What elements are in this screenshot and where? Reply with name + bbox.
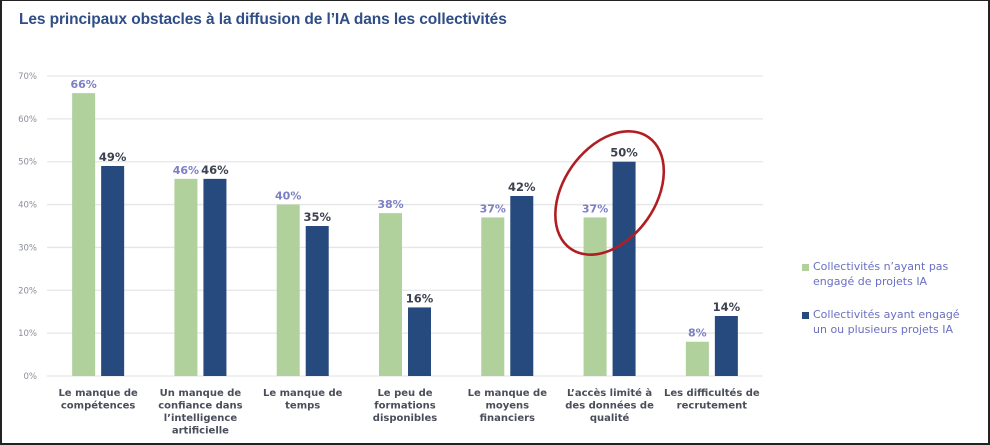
bar-with-ia-project <box>408 307 431 376</box>
value-label: 35% <box>303 210 331 224</box>
y-tick-label: 50% <box>18 158 37 168</box>
x-tick-label-line: des données de <box>565 400 654 412</box>
bar-no-ia-project <box>481 217 505 376</box>
value-labels: 66%49%46% 46%40%35%38%16%37%42%37%50%8%14… <box>70 78 740 340</box>
x-tick-label: L’accès limité à des données de qualité <box>565 387 654 424</box>
value-label: 46% <box>201 163 229 177</box>
bar-no-ia-project <box>276 204 300 376</box>
y-tick-label: 10% <box>18 329 37 339</box>
x-tick-label-line: moyens <box>485 401 529 412</box>
x-tick-label-line: qualité <box>590 412 630 424</box>
y-axis-ticks: 0% 10% 20% 30% 40% 50% 60% 70% <box>18 72 37 382</box>
value-label: 37% <box>582 202 608 215</box>
bar-no-ia-project <box>174 178 198 376</box>
value-label: 40% <box>275 190 301 203</box>
x-tick-label-line: confiance dans <box>158 401 242 412</box>
x-tick-label: Les difficultés de recrutement <box>664 387 760 412</box>
value-label: 46% <box>173 164 199 177</box>
x-tick-label-line: temps <box>285 401 320 412</box>
y-tick-label: 30% <box>18 243 37 253</box>
y-tick-label: 70% <box>18 72 37 82</box>
x-tick-label: Un manque de confiance dans l’intelligence… <box>158 388 242 437</box>
bars <box>72 93 738 377</box>
y-tick-label: 20% <box>18 286 37 296</box>
legend-swatch <box>802 264 809 271</box>
annotations <box>554 130 666 256</box>
value-label: 8% <box>688 327 707 340</box>
x-tick-label-line: recrutement <box>677 401 748 412</box>
y-tick-label: 40% <box>18 201 37 211</box>
legend-label: Collectivités n’ayant pas engagé de proje… <box>813 260 949 288</box>
x-tick-label-line: Les difficultés de <box>664 387 760 399</box>
value-label: 66% <box>70 78 96 91</box>
value-label: 16% <box>406 291 434 305</box>
x-tick-label-line: Un manque de <box>160 388 242 399</box>
legend-swatch <box>802 312 809 319</box>
value-label: 49% <box>99 150 127 164</box>
x-tick-label: Le manque de compétences <box>58 388 138 412</box>
bar-with-ia-project <box>101 166 125 376</box>
bar-with-ia-project <box>612 161 636 376</box>
legend: Collectivités n’ayant pas engagé de proje… <box>802 259 982 355</box>
x-tick-label: Le manque de moyens financiers <box>468 388 548 424</box>
x-tick-label-line: Le peu de <box>377 388 432 399</box>
x-tick-label-line: l’intelligence <box>164 413 238 424</box>
y-tick-label: 60% <box>18 115 37 125</box>
x-tick-label-line: Le manque de <box>263 388 343 399</box>
legend-label: Collectivités ayant engagé un ou plusieur… <box>813 308 960 336</box>
x-tick-label: Le manque de temps <box>263 388 343 412</box>
value-label: 50% <box>610 146 638 160</box>
x-tick-label-line: compétences <box>61 400 136 412</box>
value-label: 38% <box>377 198 403 211</box>
x-tick-label-line: artificielle <box>172 426 229 437</box>
bar-no-ia-project <box>583 217 607 376</box>
legend-item: Collectivités n’ayant pas engagé de proje… <box>802 259 982 289</box>
highlight-ellipse <box>554 130 666 256</box>
chart-title: Les principaux obstacles à la diffusion … <box>19 11 507 28</box>
bar-with-ia-project <box>714 316 738 376</box>
legend-item: Collectivités ayant engagé un ou plusieur… <box>802 307 982 337</box>
x-tick-label-line: L’accès limité à <box>567 387 652 399</box>
bar-with-ia-project <box>203 178 227 376</box>
bar-with-ia-project <box>510 196 534 376</box>
bar-no-ia-project <box>685 341 709 376</box>
value-label: 42% <box>508 180 536 194</box>
bar-with-ia-project <box>305 226 329 376</box>
value-label: 37% <box>480 202 506 215</box>
y-tick-label: 0% <box>24 372 38 382</box>
x-tick-label-line: Le manque de <box>468 388 548 399</box>
x-tick-label: Le peu de formations disponibles <box>373 388 437 424</box>
x-tick-label-line: formations <box>374 401 436 412</box>
x-tick-label-line: Le manque de <box>58 388 138 399</box>
x-tick-label-line: financiers <box>480 413 535 424</box>
bar-no-ia-project <box>72 93 96 377</box>
value-label: 14% <box>713 300 741 314</box>
bar-no-ia-project <box>379 213 402 376</box>
gridlines <box>47 75 763 377</box>
x-tick-label-line: disponibles <box>373 413 437 424</box>
